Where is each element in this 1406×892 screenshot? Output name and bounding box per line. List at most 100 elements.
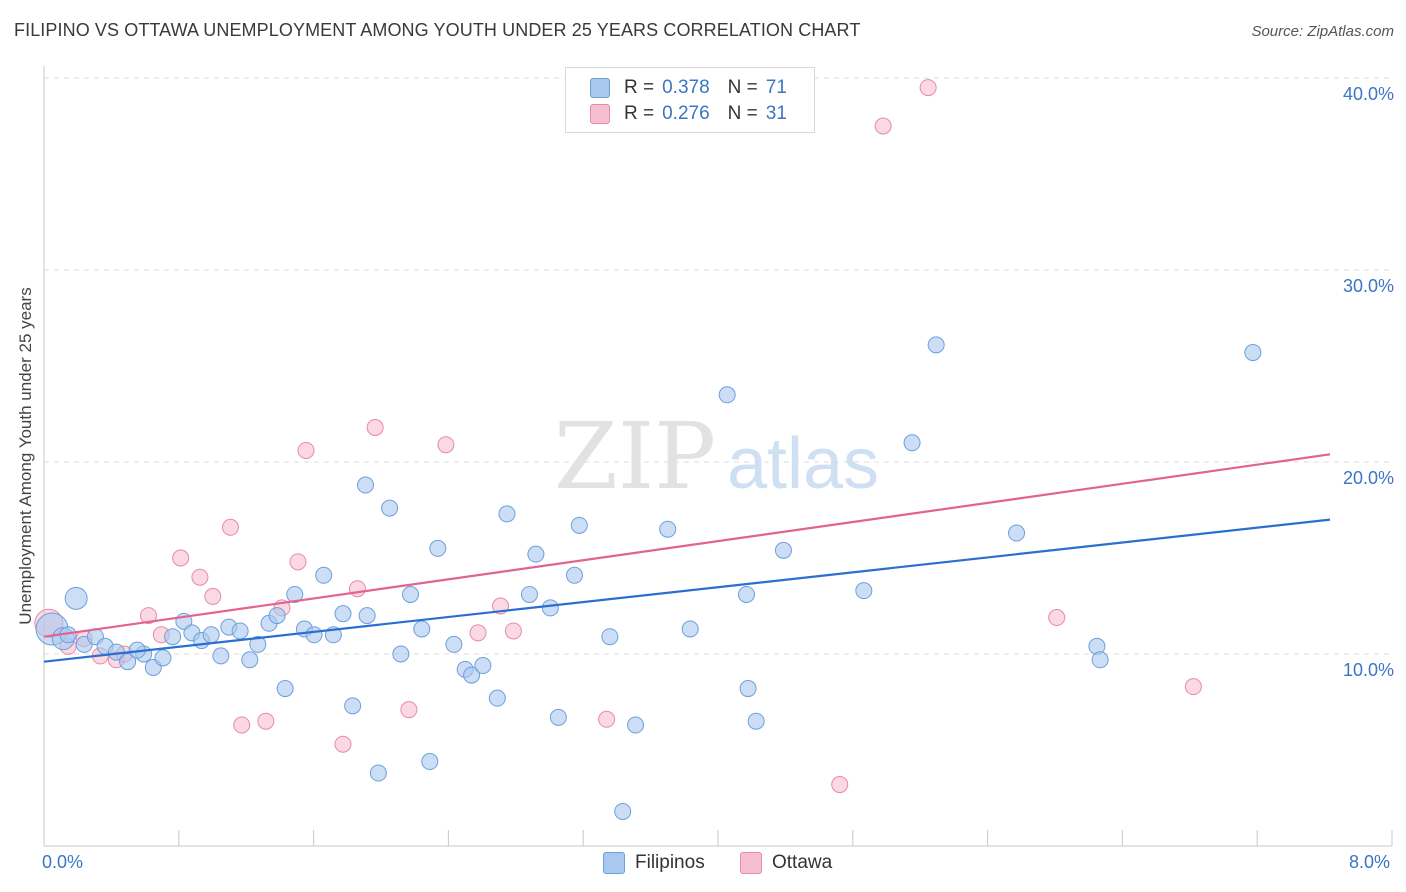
filipinos-point-15 xyxy=(202,626,220,644)
filipinos-point-67 xyxy=(1091,651,1109,669)
filipinos-point-48 xyxy=(541,599,559,617)
ottawa-point-13 xyxy=(257,712,275,730)
ottawa-point-12 xyxy=(233,716,251,734)
filipinos-point-42 xyxy=(463,666,481,684)
ottawa-point-16 xyxy=(297,441,315,459)
ottawa-trend-line xyxy=(43,453,1331,638)
filipinos-point-27 xyxy=(315,566,333,584)
ottawa-point-22 xyxy=(469,624,487,642)
filipinos-point-54 xyxy=(627,716,645,734)
filipinos-point-35 xyxy=(392,645,410,663)
filipinos-trend-line xyxy=(43,518,1331,663)
watermark: ZIP atlas xyxy=(554,403,879,510)
filipinos-point-45 xyxy=(498,505,516,523)
filipinos-point-58 xyxy=(737,585,755,603)
filipinos-point-26 xyxy=(305,626,323,644)
filipinos-point-47 xyxy=(527,545,545,563)
filipinos-point-38 xyxy=(421,753,439,771)
filipinos-r-label: R = xyxy=(624,77,655,98)
filipinos-point-55 xyxy=(659,520,677,538)
chart-source: Source: ZipAtlas.com xyxy=(1251,23,1394,40)
filipinos-points xyxy=(35,336,1262,820)
filipinos-swatch xyxy=(590,78,610,98)
filipinos-point-56 xyxy=(681,620,699,638)
filipinos-point-29 xyxy=(334,605,352,623)
ottawa-point-29 xyxy=(1048,609,1066,627)
filipinos-point-53 xyxy=(614,802,632,820)
filipinos-point-44 xyxy=(488,689,506,707)
filipinos-point-23 xyxy=(276,680,294,698)
legend-row-filipinos: R = 0.378 N = 71 xyxy=(590,75,787,101)
y-tick-label-0: 10.0% xyxy=(1342,660,1394,680)
ottawa-point-6 xyxy=(139,607,157,625)
filipinos-point-16 xyxy=(212,647,230,665)
ottawa-point-8 xyxy=(172,549,190,567)
filipinos-point-19 xyxy=(241,651,259,669)
correlation-legend: R = 0.378 N = 71 R = 0.276 N = 31 xyxy=(565,67,815,133)
filipinos-point-10 xyxy=(154,649,172,667)
filipinos-point-59 xyxy=(739,680,757,698)
chart-title: FILIPINO VS OTTAWA UNEMPLOYMENT AMONG YO… xyxy=(14,20,861,40)
ottawa-point-28 xyxy=(919,79,937,97)
x-tick-min: 0.0% xyxy=(42,852,84,872)
ottawa-n-label: N = xyxy=(727,103,758,124)
legend-item-ottawa[interactable]: Ottawa xyxy=(740,852,832,874)
filipinos-point-33 xyxy=(369,764,387,782)
filipinos-point-60 xyxy=(747,712,765,730)
filipinos-point-46 xyxy=(520,585,538,603)
watermark-zip: ZIP xyxy=(554,403,716,510)
filipinos-point-62 xyxy=(855,582,873,600)
ottawa-point-11 xyxy=(221,518,239,536)
filipinos-point-2 xyxy=(64,586,88,610)
filipinos-point-39 xyxy=(429,539,447,557)
filipinos-point-20 xyxy=(249,635,267,653)
trend-lines xyxy=(43,453,1331,663)
filipinos-point-36 xyxy=(402,585,420,603)
ottawa-point-10 xyxy=(204,587,222,605)
ottawa-point-19 xyxy=(366,418,384,436)
legend-row-ottawa: R = 0.276 N = 31 xyxy=(590,101,787,127)
ottawa-point-24 xyxy=(504,622,522,640)
filipinos-point-24 xyxy=(286,585,304,603)
ottawa-r-label: R = xyxy=(624,103,655,124)
ottawa-point-9 xyxy=(191,568,209,586)
ottawa-n-value: 31 xyxy=(765,103,787,124)
ottawa-point-21 xyxy=(437,436,455,454)
filipinos-r-value: 0.378 xyxy=(662,77,710,98)
axes xyxy=(43,66,1393,847)
filipinos-point-51 xyxy=(570,516,588,534)
filipinos-point-37 xyxy=(413,620,431,638)
filipinos-point-61 xyxy=(774,541,792,559)
filipinos-point-18 xyxy=(231,622,249,640)
ottawa-swatch xyxy=(590,104,610,124)
filipinos-point-31 xyxy=(357,476,374,494)
filipinos-point-34 xyxy=(381,499,399,517)
series-legend: Filipinos Ottawa xyxy=(0,852,1406,878)
filipinos-point-52 xyxy=(601,628,619,646)
filipinos-legend-label: Filipinos xyxy=(635,852,705,873)
filipinos-point-11 xyxy=(164,628,182,646)
filipinos-point-32 xyxy=(358,607,376,625)
filipinos-n-value: 71 xyxy=(765,77,787,98)
filipinos-point-7 xyxy=(119,653,137,671)
y-tick-label-1: 20.0% xyxy=(1342,468,1394,488)
y-tick-label-3: 40.0% xyxy=(1342,84,1394,104)
legend-item-filipinos[interactable]: Filipinos xyxy=(603,852,705,874)
ottawa-point-15 xyxy=(289,553,307,571)
filipinos-point-65 xyxy=(1008,524,1026,542)
filipinos-point-68 xyxy=(1244,344,1262,362)
filipinos-point-57 xyxy=(718,386,736,404)
filipinos-point-49 xyxy=(549,708,567,726)
filipinos-point-50 xyxy=(565,566,583,584)
filipinos-point-22 xyxy=(268,607,286,625)
ottawa-point-20 xyxy=(400,701,418,719)
ottawa-r-value: 0.276 xyxy=(662,103,710,124)
grid-lines xyxy=(44,77,1392,655)
filipinos-point-30 xyxy=(344,697,362,715)
ottawa-point-27 xyxy=(874,117,892,135)
ottawa-legend-swatch xyxy=(740,852,762,874)
ottawa-point-17 xyxy=(334,735,352,753)
filipinos-n-label: N = xyxy=(727,77,758,98)
ottawa-point-25 xyxy=(598,710,616,728)
